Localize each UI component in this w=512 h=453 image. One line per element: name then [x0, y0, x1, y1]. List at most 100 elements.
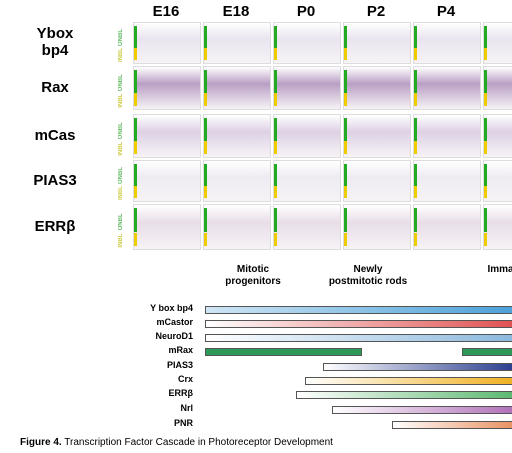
- layer-marker: [414, 208, 417, 233]
- layer-marker: [274, 141, 277, 154]
- micrograph: [203, 66, 271, 110]
- expression-bar: [323, 363, 512, 371]
- column-label: P0: [296, 3, 316, 20]
- layer-marker: [274, 48, 277, 60]
- layer-marker: [204, 48, 207, 60]
- micrograph: [203, 22, 271, 64]
- stage-label-line: Immature: [487, 264, 512, 275]
- layer-marker: [204, 70, 207, 94]
- expression-bar: [205, 348, 362, 356]
- layer-marker: [414, 26, 417, 48]
- column-label: P4: [436, 3, 456, 20]
- layer-marker: [484, 164, 487, 186]
- row-label-line: mCas: [34, 126, 76, 144]
- layer-marker: [134, 93, 137, 106]
- layer-marker: [134, 70, 137, 94]
- layer-marker: [414, 48, 417, 60]
- micrograph: [343, 204, 411, 250]
- micrograph: [273, 160, 341, 202]
- micrograph: [413, 160, 481, 202]
- layer-marker: [204, 118, 207, 142]
- layer-marker: [344, 118, 347, 142]
- caption-label: Figure 4.: [20, 437, 62, 448]
- gene-label: PNR: [173, 418, 193, 428]
- expression-bar: [296, 391, 512, 399]
- column-label: E18: [222, 3, 250, 20]
- micrograph: [133, 114, 201, 158]
- layer-label: INBL: [118, 186, 124, 200]
- stage-label-line: postmitotic rods: [328, 276, 408, 287]
- layer-marker: [274, 164, 277, 186]
- gene-label: PIAS3: [166, 360, 193, 370]
- layer-marker: [344, 208, 347, 233]
- layer-marker: [204, 232, 207, 246]
- row-label: Ybox bp4: [10, 25, 100, 59]
- layer-label: ONBL: [118, 29, 124, 46]
- layer-marker: [134, 208, 137, 233]
- stage-label: Immature: [450, 264, 512, 276]
- layer-marker: [134, 164, 137, 186]
- row-label: PIAS3: [10, 172, 100, 189]
- micrograph: [203, 160, 271, 202]
- micrograph: [413, 114, 481, 158]
- layer-label: INBL: [118, 141, 124, 156]
- row-label: ERRβ: [10, 218, 100, 235]
- expression-bar: [305, 377, 512, 385]
- layer-marker: [204, 208, 207, 233]
- layer-marker: [414, 164, 417, 186]
- stage-label: Newly postmitotic rods: [308, 264, 428, 288]
- row-label-line: bp4: [41, 42, 69, 59]
- row-label: Rax: [10, 79, 100, 96]
- row-label: mCas: [10, 127, 100, 144]
- micrograph: [483, 160, 512, 202]
- layer-marker: [134, 48, 137, 60]
- gene-label: ERRβ: [168, 388, 194, 398]
- layer-marker: [274, 70, 277, 94]
- row-label-line: Ybox: [36, 25, 74, 42]
- micrograph: [343, 22, 411, 64]
- layer-label: INBL: [118, 48, 124, 62]
- layer-marker: [344, 26, 347, 48]
- stage-label-line: progenitors: [225, 276, 281, 287]
- layer-marker: [414, 70, 417, 94]
- micrograph: [413, 66, 481, 110]
- layer-marker: [274, 26, 277, 48]
- micrograph: [133, 66, 201, 110]
- column-label: P2: [366, 3, 386, 20]
- micrograph: [343, 66, 411, 110]
- row-label-line: Rax: [41, 78, 69, 96]
- micrograph: [483, 114, 512, 158]
- layer-marker: [274, 118, 277, 142]
- layer-label: ONBL: [118, 167, 124, 184]
- layer-marker: [204, 26, 207, 48]
- layer-marker: [344, 93, 347, 106]
- gene-label: Y box bp4: [150, 303, 193, 313]
- layer-marker: [484, 70, 487, 94]
- layer-label: INBL: [118, 233, 124, 248]
- micrograph: [203, 204, 271, 250]
- micrograph: [273, 204, 341, 250]
- micrograph: [483, 66, 512, 110]
- layer-marker: [484, 186, 487, 198]
- layer-label: ONBL: [118, 213, 124, 231]
- stage-label-line: Mitotic: [236, 264, 270, 275]
- layer-marker: [344, 232, 347, 246]
- layer-marker: [134, 118, 137, 142]
- micrograph: [483, 22, 512, 64]
- layer-label: ONBL: [118, 122, 124, 140]
- layer-marker: [414, 232, 417, 246]
- caption: Figure 4. Transcription Factor Cascade i…: [20, 437, 333, 448]
- micrograph: [343, 160, 411, 202]
- micrograph: [133, 22, 201, 64]
- gene-label: NeuroD1: [155, 331, 193, 341]
- row-label-line: PIAS3: [33, 171, 77, 189]
- caption-text: Transcription Factor Cascade in Photorec…: [64, 437, 333, 448]
- layer-marker: [484, 208, 487, 233]
- layer-marker: [484, 232, 487, 246]
- micrograph: [273, 66, 341, 110]
- expression-bar: [462, 348, 512, 356]
- layer-marker: [344, 141, 347, 154]
- layer-marker: [344, 164, 347, 186]
- layer-marker: [344, 186, 347, 198]
